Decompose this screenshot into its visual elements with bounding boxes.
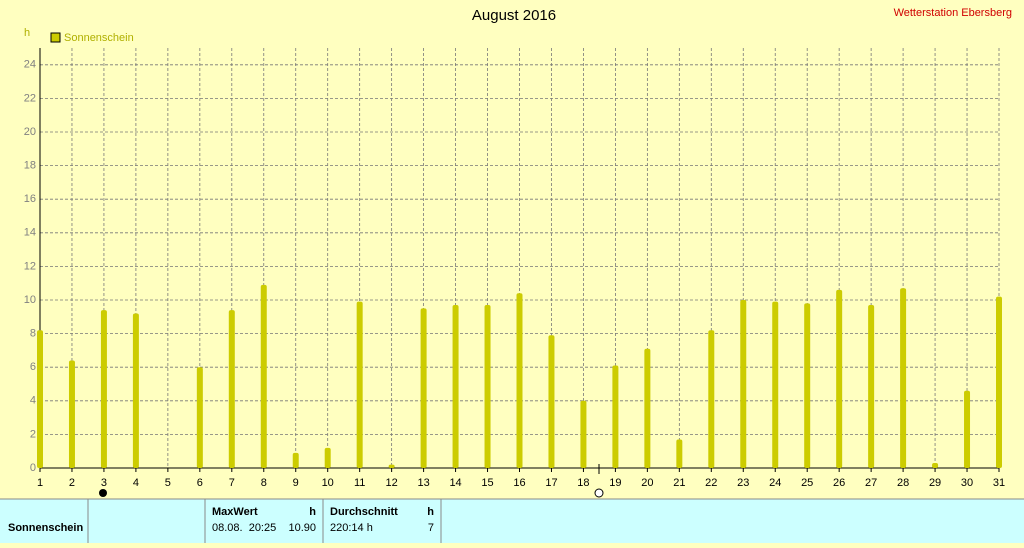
x-tick-label: 20 (641, 477, 653, 489)
bar (484, 305, 491, 468)
cell: 08.08. 20:25 (212, 522, 276, 534)
cell: 220:14 h (330, 522, 373, 534)
x-tick-label: 22 (705, 477, 717, 489)
y-tick-label: 10 (24, 294, 36, 306)
bar (228, 310, 235, 468)
header: MaxWert (212, 506, 258, 518)
legend-label: Sonnenschein (64, 32, 134, 44)
x-tick-label: 4 (133, 477, 139, 489)
x-tick-label: 6 (197, 477, 203, 489)
y-tick-label: 24 (24, 59, 36, 71)
row-label: Sonnenschein (8, 522, 83, 534)
bar (740, 300, 747, 468)
x-tick-label: 12 (386, 477, 398, 489)
x-tick-label: 2 (69, 477, 75, 489)
y-tick-label: 16 (24, 193, 36, 205)
cell: 10.90 (288, 522, 316, 534)
bar (612, 365, 619, 468)
header: h (427, 506, 434, 518)
x-tick-label: 15 (481, 477, 493, 489)
bar (964, 390, 971, 468)
x-tick-label: 18 (577, 477, 589, 489)
x-tick-label: 23 (737, 477, 749, 489)
bar (356, 301, 363, 468)
y-axis-label: h (24, 27, 30, 39)
bar (388, 464, 395, 468)
y-tick-label: 22 (24, 92, 36, 104)
bar (900, 288, 907, 468)
y-tick-label: 4 (30, 395, 36, 407)
bar (772, 301, 779, 468)
stats-panel (0, 499, 1024, 543)
x-tick-label: 27 (865, 477, 877, 489)
x-tick-label: 30 (961, 477, 973, 489)
y-tick-label: 18 (24, 160, 36, 172)
bar (260, 284, 267, 468)
x-tick-label: 29 (929, 477, 941, 489)
bar (580, 400, 587, 468)
x-tick-label: 31 (993, 477, 1005, 489)
bar (132, 313, 139, 468)
bar (516, 293, 523, 468)
bar (292, 452, 299, 468)
x-tick-label: 24 (769, 477, 781, 489)
y-tick-label: 8 (30, 328, 36, 340)
header: Durchschnitt (330, 506, 398, 518)
x-tick-label: 25 (801, 477, 813, 489)
header: h (309, 506, 316, 518)
x-tick-label: 19 (609, 477, 621, 489)
y-tick-label: 14 (24, 227, 36, 239)
x-tick-label: 5 (165, 477, 171, 489)
station-label: Wetterstation Ebersberg (894, 7, 1012, 19)
bar (100, 310, 107, 468)
x-tick-label: 7 (229, 477, 235, 489)
bar (996, 296, 1002, 468)
x-tick-label: 14 (449, 477, 461, 489)
y-tick-label: 12 (24, 260, 36, 272)
bar (708, 330, 715, 468)
bar (932, 462, 939, 468)
x-tick-label: 17 (545, 477, 557, 489)
cell: 7 (428, 522, 434, 534)
x-tick-label: 8 (261, 477, 267, 489)
y-tick-label: 2 (30, 428, 36, 440)
marker-new-moon (99, 489, 107, 497)
bar (37, 330, 43, 468)
x-tick-label: 10 (322, 477, 334, 489)
marker-full-moon (594, 488, 604, 498)
bar (836, 289, 843, 468)
chart-bg (0, 0, 1024, 499)
bar (644, 348, 651, 468)
x-tick-label: 26 (833, 477, 845, 489)
x-tick-label: 13 (417, 477, 429, 489)
x-tick-label: 11 (354, 477, 365, 489)
y-tick-label: 0 (30, 462, 36, 474)
chart-title: August 2016 (472, 7, 556, 24)
bar (676, 439, 683, 468)
bar (68, 360, 75, 468)
bar (804, 303, 811, 468)
bar (452, 305, 459, 468)
x-tick-label: 28 (897, 477, 909, 489)
x-tick-label: 21 (673, 477, 685, 489)
x-tick-label: 16 (513, 477, 525, 489)
bar (868, 305, 875, 468)
x-tick-label: 3 (101, 477, 107, 489)
bar (196, 367, 203, 468)
bar (420, 308, 427, 468)
x-tick-label: 9 (293, 477, 299, 489)
bar (324, 447, 331, 468)
bar (548, 335, 555, 468)
y-tick-label: 20 (24, 126, 36, 138)
y-tick-label: 6 (30, 361, 36, 373)
legend-swatch (50, 32, 61, 43)
x-tick-label: 1 (37, 477, 43, 489)
